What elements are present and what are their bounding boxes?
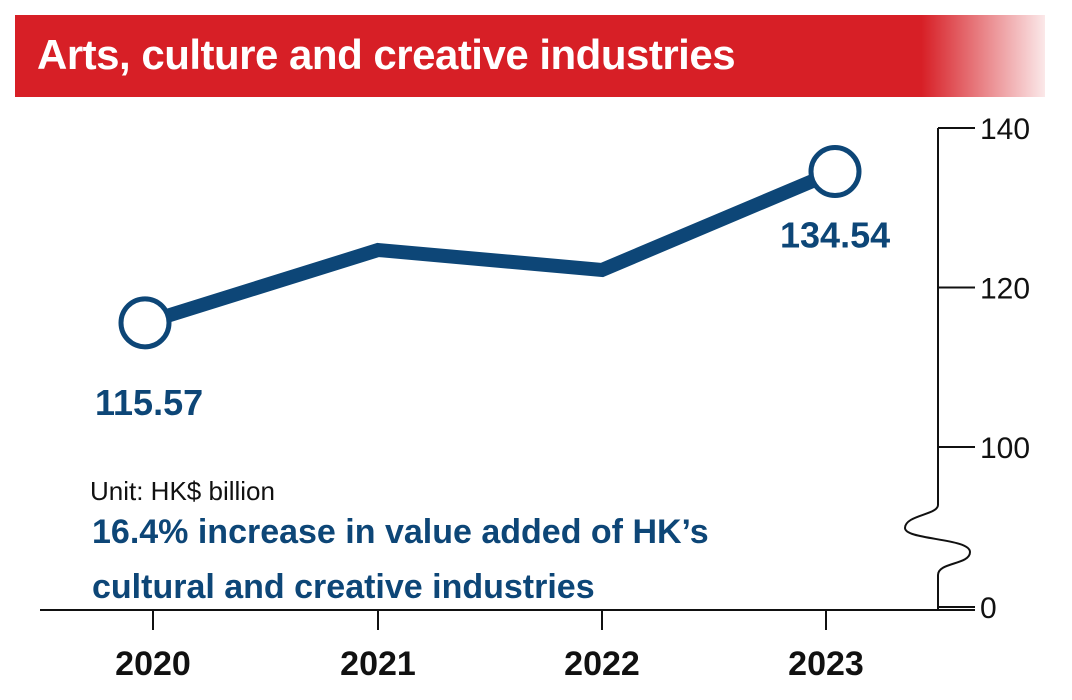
series-line — [142, 165, 838, 330]
unit-label: Unit: HK$ billion — [90, 476, 275, 506]
x-tick-label: 2023 — [788, 645, 864, 683]
x-tick-label: 2022 — [564, 645, 640, 683]
data-label: 134.54 — [780, 215, 890, 256]
y-axis-line-with-break — [903, 128, 972, 610]
x-tick-label: 2020 — [115, 645, 191, 683]
y-tick-label: 100 — [980, 432, 1030, 465]
chart-title: Arts, culture and creative industries — [37, 31, 736, 78]
y-tick-label: 120 — [980, 273, 1030, 306]
y-tick-label: 0 — [980, 592, 997, 625]
annotation-line-2: cultural and creative industries — [92, 568, 595, 606]
title-bar: Arts, culture and creative industries — [15, 15, 1045, 97]
x-tick-label: 2021 — [340, 645, 416, 683]
data-label: 115.57 — [95, 382, 203, 423]
annotation-line-1: 16.4% increase in value added of HK’s — [92, 513, 709, 551]
data-point-marker — [118, 296, 172, 350]
y-tick-label: 140 — [980, 113, 1030, 146]
data-point-marker — [808, 145, 862, 199]
